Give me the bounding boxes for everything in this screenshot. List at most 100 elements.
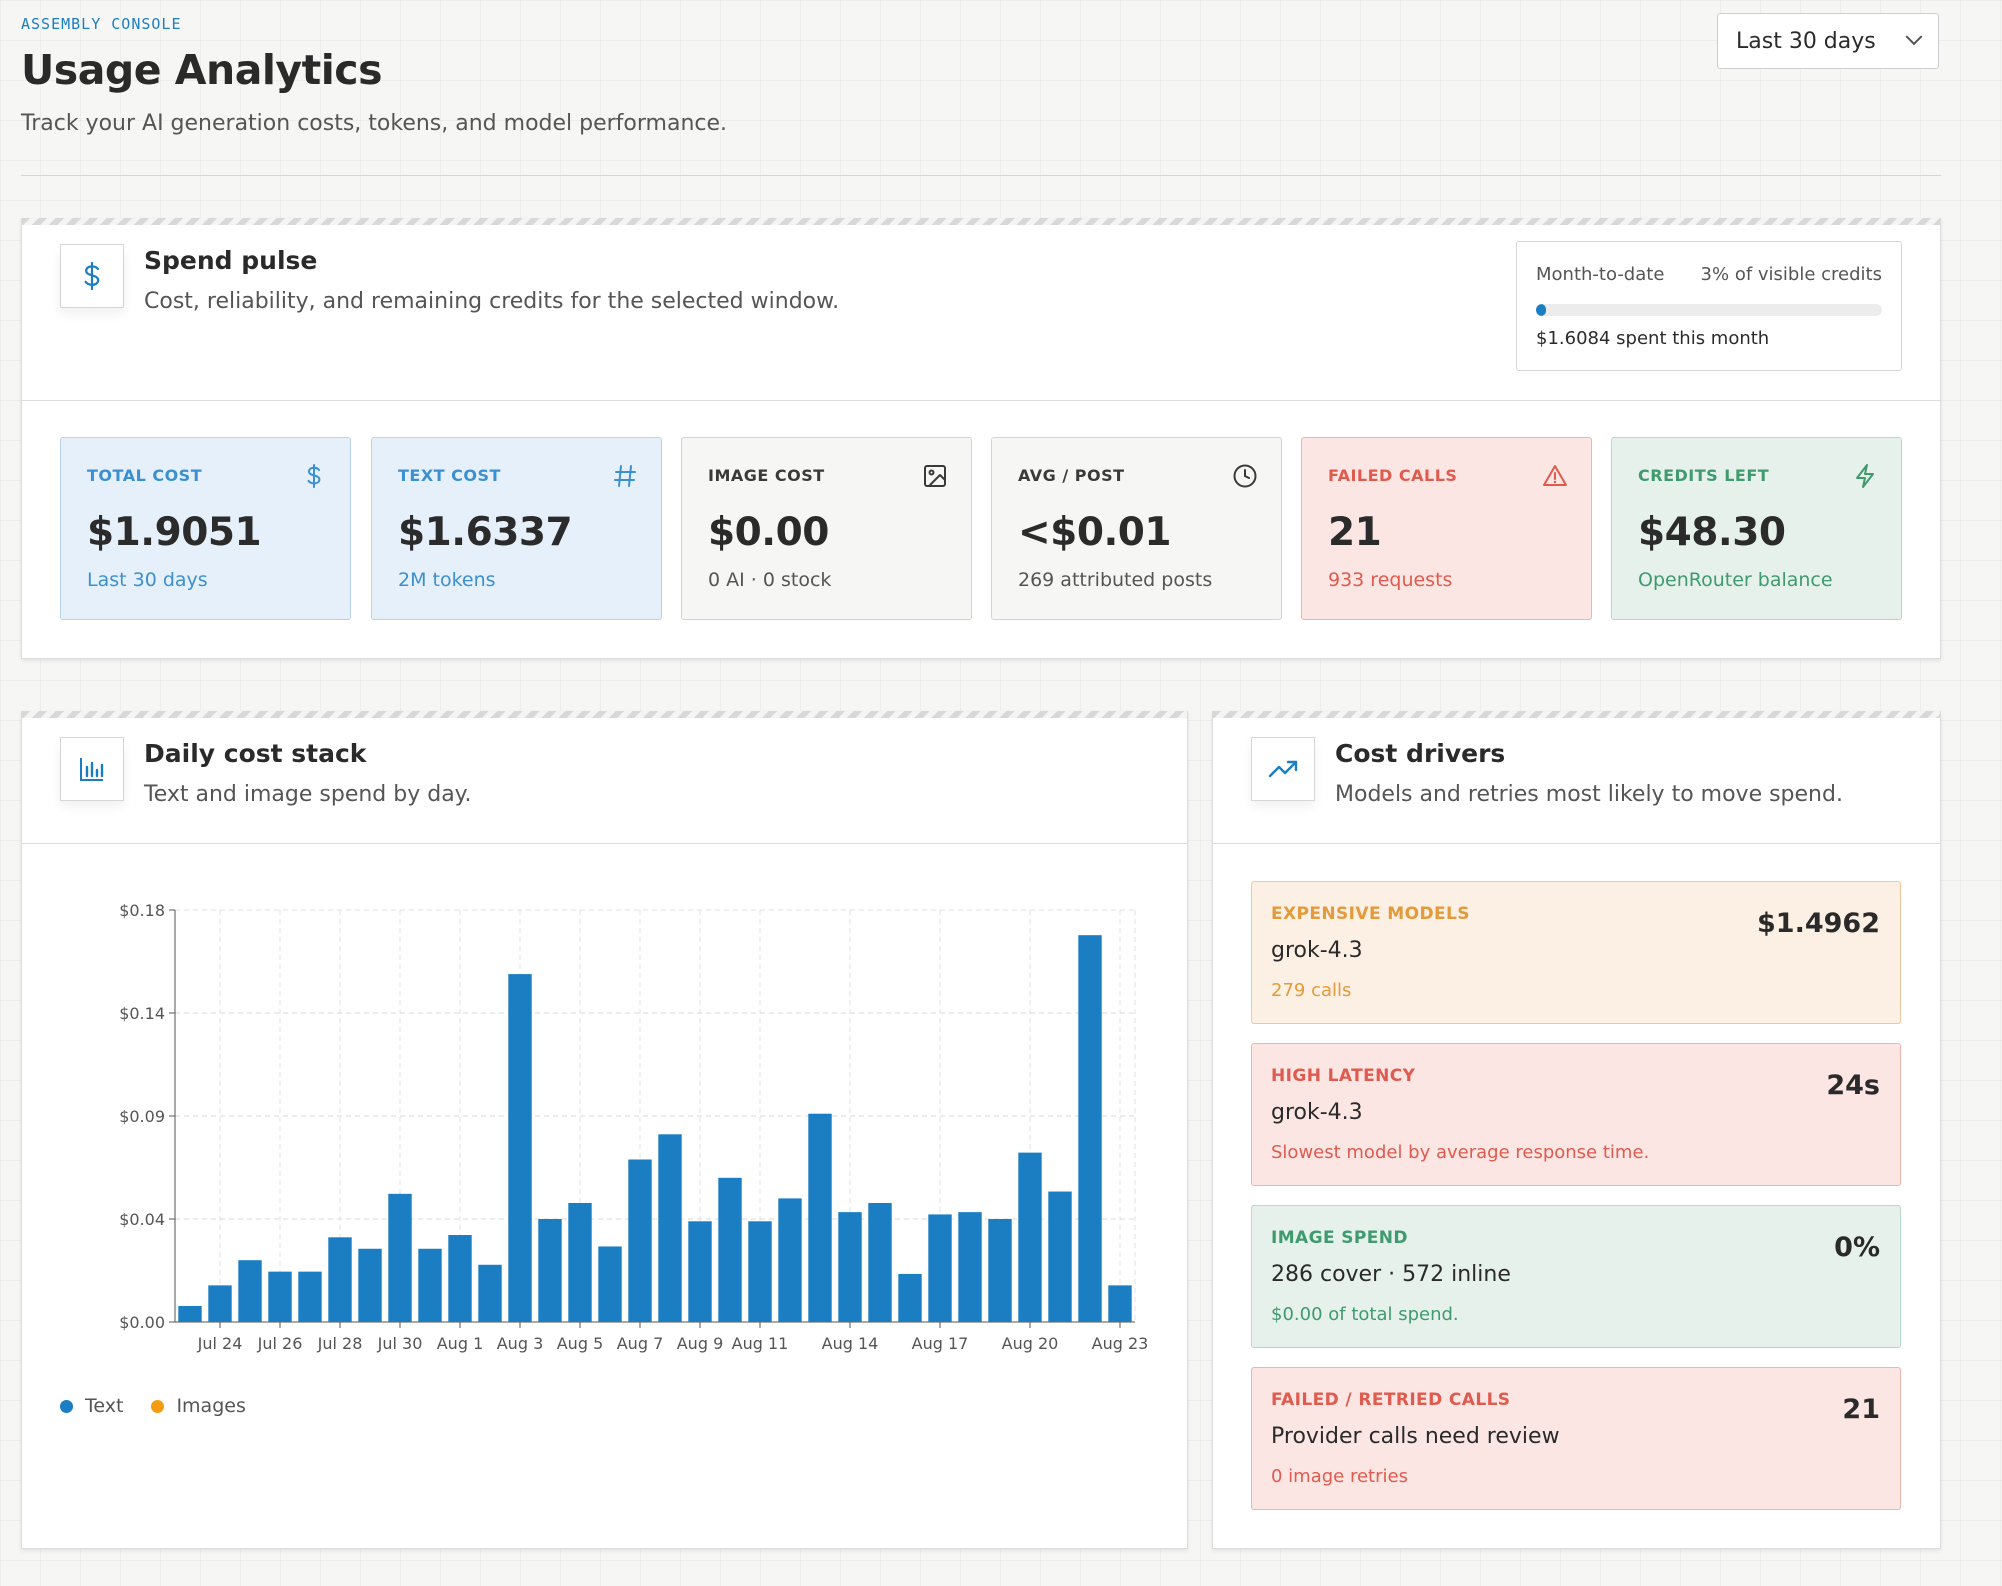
daily-cost-header: Daily cost stack Text and image spend by… (22, 712, 1187, 844)
bar-text (388, 1193, 412, 1322)
legend-label: Images (176, 1395, 246, 1417)
cost-drivers-subtitle: Models and retries most likely to move s… (1335, 782, 1843, 807)
stat-note: 933 requests (1328, 569, 1453, 591)
stat-value: $1.9051 (87, 510, 262, 555)
x-tick-label: Aug 5 (557, 1334, 604, 1353)
bar-text (868, 1202, 892, 1322)
bar-text (898, 1273, 922, 1322)
stat-label: FAILED CALLS (1328, 466, 1458, 485)
daily-cost-panel: Daily cost stack Text and image spend by… (21, 711, 1188, 1549)
date-range-select[interactable]: Last 30 days (1717, 13, 1939, 69)
bar-text (748, 1221, 772, 1322)
date-range-value: Last 30 days (1736, 28, 1876, 54)
mtd-spent: $1.6084 spent this month (1536, 328, 1770, 349)
driver-note: Slowest model by average response time. (1271, 1142, 1650, 1163)
stat-note: OpenRouter balance (1638, 569, 1833, 591)
driver-value: 24s (1826, 1070, 1880, 1101)
legend-item-text[interactable]: Text (60, 1395, 123, 1417)
bar-text (568, 1202, 592, 1322)
driver-value: 21 (1842, 1394, 1880, 1425)
bar-text (1018, 1152, 1042, 1322)
stat-value: 21 (1328, 510, 1382, 555)
driver-note: 279 calls (1271, 980, 1352, 1001)
bar-text (658, 1134, 682, 1322)
bar-text (178, 1305, 202, 1322)
brand-label: ASSEMBLY CONSOLE (21, 15, 182, 33)
x-tick-label: Aug 9 (677, 1334, 724, 1353)
stat-note: 269 attributed posts (1018, 569, 1213, 591)
daily-cost-chart: $0.00 $0.04 $0.09 $0.14 $0.18 Jul 24 Jul 26 Jul… (119, 901, 1149, 1353)
bar-text (268, 1271, 292, 1322)
driver-image-spend: IMAGE SPEND 286 cover · 572 inline $0.00… (1251, 1205, 1901, 1348)
bar-text (298, 1271, 322, 1322)
bar-text (238, 1260, 262, 1322)
chevron-down-icon (1905, 28, 1923, 46)
driver-value: $1.4962 (1757, 908, 1880, 939)
x-tick-label: Aug 14 (822, 1334, 879, 1353)
x-tick-label: Aug 23 (1092, 1334, 1149, 1353)
chart-legend: Text Images (60, 1395, 246, 1417)
bar-text (538, 1219, 562, 1322)
daily-cost-title: Daily cost stack (144, 739, 367, 768)
dollar-icon (307, 464, 321, 488)
bar-chart-icon (60, 737, 124, 801)
bar-text (208, 1285, 232, 1322)
bar-text (1048, 1191, 1072, 1322)
mtd-percent-label: 3% of visible credits (1700, 264, 1882, 285)
bar-text (628, 1159, 652, 1322)
warning-icon (1543, 465, 1567, 486)
cost-drivers-header: Cost drivers Models and retries most lik… (1213, 712, 1940, 844)
bar-text (448, 1235, 472, 1322)
x-tick-label: Jul 26 (257, 1334, 303, 1353)
bar-text (418, 1248, 442, 1322)
stat-card-avg-post: AVG / POST <$0.01 269 attributed posts (991, 437, 1282, 620)
trend-up-icon (1251, 737, 1315, 801)
stat-card-text-cost: TEXT COST $1.6337 2M tokens (371, 437, 662, 620)
spend-pulse-header: Spend pulse Cost, reliability, and remai… (22, 219, 1940, 401)
header-divider (21, 175, 1941, 176)
bar-text (328, 1237, 352, 1322)
stat-label: IMAGE COST (708, 466, 825, 485)
bar-text (988, 1219, 1012, 1322)
driver-note: 0 image retries (1271, 1466, 1408, 1487)
dollar-icon (60, 244, 124, 308)
stat-value: $1.6337 (398, 510, 573, 555)
driver-value: 0% (1834, 1232, 1880, 1263)
daily-cost-subtitle: Text and image spend by day. (144, 782, 472, 807)
legend-label: Text (85, 1395, 124, 1417)
bar-text (1078, 935, 1102, 1322)
stat-label: TOTAL COST (87, 466, 203, 485)
y-tick-label: $0.09 (119, 1107, 165, 1126)
y-tick-label: $0.00 (119, 1313, 165, 1332)
clock-icon (1233, 464, 1257, 488)
mtd-label: Month-to-date (1536, 264, 1665, 285)
stat-label: AVG / POST (1018, 466, 1125, 485)
bar-text (838, 1212, 862, 1322)
bar-text (958, 1212, 982, 1322)
bar-text (478, 1264, 502, 1322)
driver-title: 286 cover · 572 inline (1271, 1262, 1511, 1287)
bar-text (358, 1248, 382, 1322)
image-icon (924, 465, 946, 487)
bar-text (928, 1214, 952, 1322)
driver-failed-retried-calls: FAILED / RETRIED CALLS Provider calls ne… (1251, 1367, 1901, 1510)
bar-text (1108, 1285, 1132, 1322)
stat-label: TEXT COST (398, 466, 501, 485)
stat-card-total-cost: TOTAL COST $1.9051 Last 30 days (60, 437, 351, 620)
stat-card-image-cost: IMAGE COST $0.00 0 AI · 0 stock (681, 437, 972, 620)
driver-expensive-models: EXPENSIVE MODELS grok-4.3 279 calls $1.4… (1251, 881, 1901, 1024)
spend-pulse-subtitle: Cost, reliability, and remaining credits… (144, 289, 840, 314)
stat-card-failed-calls: FAILED CALLS 21 933 requests (1301, 437, 1592, 620)
driver-note: $0.00 of total spend. (1271, 1304, 1459, 1325)
driver-label: EXPENSIVE MODELS (1271, 904, 1470, 924)
cost-drivers-title: Cost drivers (1335, 739, 1506, 768)
x-tick-label: Aug 20 (1002, 1334, 1059, 1353)
spend-pulse-title: Spend pulse (144, 246, 318, 275)
month-to-date-card: Month-to-date 3% of visible credits $1.6… (1516, 241, 1902, 371)
page-subtitle: Track your AI generation costs, tokens, … (21, 111, 728, 136)
x-tick-label: Jul 30 (377, 1334, 423, 1353)
legend-item-images[interactable]: Images (151, 1395, 246, 1417)
legend-swatch-text (60, 1399, 73, 1413)
x-tick-label: Aug 11 (732, 1334, 789, 1353)
bar-text (718, 1177, 742, 1322)
